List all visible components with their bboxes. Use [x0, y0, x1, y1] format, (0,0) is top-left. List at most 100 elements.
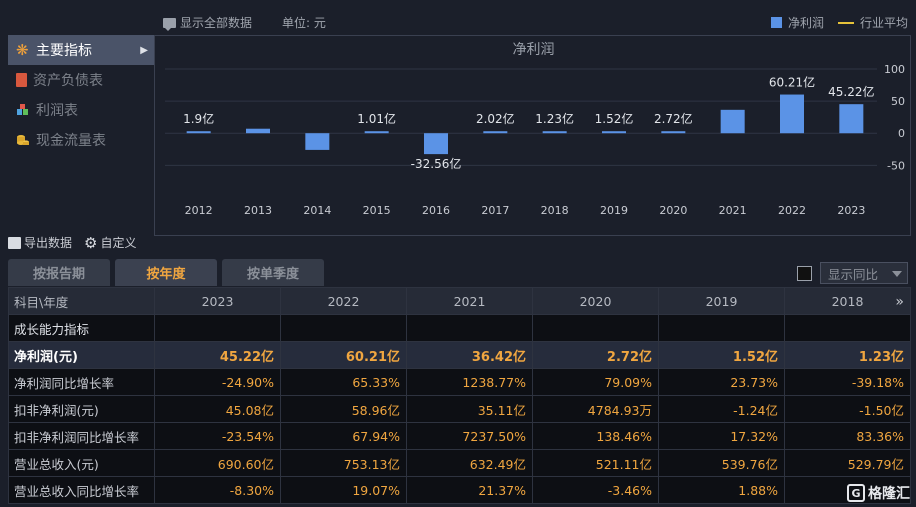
row-label: 扣非净利润同比增长率: [8, 422, 155, 450]
table-row: 净利润同比增长率 -24.90% 65.33% 1238.77% 79.09% 23.73…: [8, 368, 911, 396]
export-data-button[interactable]: 导出数据: [8, 234, 72, 251]
y-tick-label: 0: [898, 127, 905, 140]
double-chevron-right-icon[interactable]: »: [895, 294, 904, 310]
unit-label: 单位: 元: [282, 16, 326, 30]
data-label: 1.52亿: [595, 111, 634, 126]
show-yoy-select[interactable]: 显示同比: [820, 262, 908, 284]
comment-icon: [163, 17, 176, 31]
coins-icon: [16, 133, 30, 147]
sidebar-item-cash-flow[interactable]: 现金流量表: [8, 125, 154, 155]
table-cell: [658, 314, 785, 342]
header-year: 2022: [280, 287, 407, 315]
tab-by-quarter[interactable]: 按单季度: [222, 259, 324, 286]
arrow-right-icon: ▶: [140, 44, 148, 56]
table-cell: 1.52亿: [658, 341, 785, 369]
table-cell: -24.90%: [154, 368, 281, 396]
table-cell: -1.50亿: [784, 395, 911, 423]
table-row-section: 成长能力指标: [8, 314, 911, 342]
table-cell: 60.21亿: [280, 341, 407, 369]
gear-icon: ⚙: [84, 233, 98, 252]
legend-line-swatch: [837, 21, 854, 24]
chart-bar: [661, 131, 686, 134]
y-tick-label: 100: [884, 63, 905, 76]
row-label: 净利润(元): [8, 341, 155, 369]
sidebar-item-main-indicators[interactable]: ❋ 主要指标 ▶: [8, 35, 154, 65]
table-cell: [784, 314, 911, 342]
chart-bar: [246, 128, 270, 134]
chart-bar: [305, 133, 330, 150]
table-cell: 4784.93万: [532, 395, 659, 423]
table-cell: 753.13亿: [280, 449, 407, 477]
customize-button[interactable]: ⚙ 自定义: [84, 234, 136, 251]
x-tick-label: 2012: [185, 204, 213, 217]
top-bar: 显示全部数据 单位: 元 净利润 行业平均: [0, 0, 916, 36]
data-toolbar: 导出数据 ⚙ 自定义: [8, 234, 136, 251]
x-tick-label: 2023: [837, 204, 865, 217]
row-label: 扣非净利润(元): [8, 395, 155, 423]
x-tick-label: 2021: [719, 204, 747, 217]
yoy-controls: 显示同比: [797, 262, 908, 284]
data-label: 2.02亿: [476, 111, 515, 126]
flower-icon: ❋: [16, 41, 29, 59]
table-cell: 7237.50%: [406, 422, 533, 450]
sidebar-item-label: 现金流量表: [36, 133, 106, 149]
sidebar-item-label: 资产负债表: [33, 73, 103, 89]
sidebar-item-balance-sheet[interactable]: 资产负债表: [8, 65, 154, 95]
table-cell: 83.36%: [784, 422, 911, 450]
table-cell: -23.54%: [154, 422, 281, 450]
table-row: 营业总收入(元) 690.60亿 753.13亿 632.49亿 521.11亿 539.…: [8, 449, 911, 477]
table-cell: 65.33%: [280, 368, 407, 396]
data-label: 60.21亿: [769, 75, 815, 90]
table-row: 营业总收入同比增长率 -8.30% 19.07% 21.37% -3.46% 1.88%: [8, 476, 911, 504]
table-cell: 690.60亿: [154, 449, 281, 477]
table-cell: 632.49亿: [406, 449, 533, 477]
data-label: 2.72亿: [654, 111, 693, 126]
sidebar-item-income-statement[interactable]: 利润表: [8, 95, 154, 125]
table-cell: -3.46%: [532, 476, 659, 504]
header-year: 2019: [658, 287, 785, 315]
table-cell: [406, 314, 533, 342]
x-tick-label: 2018: [541, 204, 569, 217]
table-cell: 539.76亿: [658, 449, 785, 477]
chart-svg: 净利润 100 50 0 -50 2012 1.9亿 2013 2014 2015 1.01亿 201…: [165, 42, 905, 217]
yoy-checkbox[interactable]: [797, 265, 812, 281]
header-year: 2018: [831, 293, 864, 309]
row-label: 净利润同比增长率: [8, 368, 155, 396]
show-all-label: 显示全部数据: [180, 16, 253, 30]
table-cell: 21.37%: [406, 476, 533, 504]
tab-by-report-period[interactable]: 按报告期: [8, 259, 110, 286]
period-tabs: 按报告期 按年度 按单季度: [8, 259, 324, 286]
section-label: 成长能力指标: [8, 314, 155, 342]
data-label: 1.01亿: [357, 111, 396, 126]
chart-bar: [483, 131, 508, 134]
table-cell: 1.23亿: [784, 341, 911, 369]
row-label: 营业总收入同比增长率: [8, 476, 155, 504]
x-tick-label: 2020: [659, 204, 687, 217]
table-row: 净利润(元) 45.22亿 60.21亿 36.42亿 2.72亿 1.52亿 1.23亿: [8, 341, 911, 369]
financial-table: 科目\年度 2023 2022 2021 2020 2019 2018 » 成长能…: [8, 287, 911, 504]
export-icon: [8, 236, 21, 249]
chart-bar: [839, 104, 864, 134]
x-tick-label: 2019: [600, 204, 628, 217]
y-tick-label: 50: [891, 95, 905, 108]
chart-bar: [364, 131, 389, 134]
table-cell: 1.88%: [658, 476, 785, 504]
table-cell: [532, 314, 659, 342]
table-row: 扣非净利润同比增长率 -23.54% 67.94% 7237.50% 138.46% 17…: [8, 422, 911, 450]
table-cell: 521.11亿: [532, 449, 659, 477]
tab-by-year[interactable]: 按年度: [115, 259, 217, 286]
table-cell: -1.24亿: [658, 395, 785, 423]
data-label: 1.9亿: [183, 111, 214, 126]
legend-bar-label: 净利润: [787, 16, 824, 30]
show-all-data-toggle[interactable]: 显示全部数据: [163, 14, 252, 31]
row-label: 营业总收入(元): [8, 449, 155, 477]
table-header-row: 科目\年度 2023 2022 2021 2020 2019 2018 »: [8, 287, 911, 315]
chart-bar: [186, 131, 211, 134]
x-tick-label: 2016: [422, 204, 450, 217]
sidebar-item-label: 利润表: [36, 103, 78, 119]
table-cell: 138.46%: [532, 422, 659, 450]
table-cell: 17.32%: [658, 422, 785, 450]
table-cell: 35.11亿: [406, 395, 533, 423]
x-tick-label: 2013: [244, 204, 272, 217]
table-cell: 45.08亿: [154, 395, 281, 423]
